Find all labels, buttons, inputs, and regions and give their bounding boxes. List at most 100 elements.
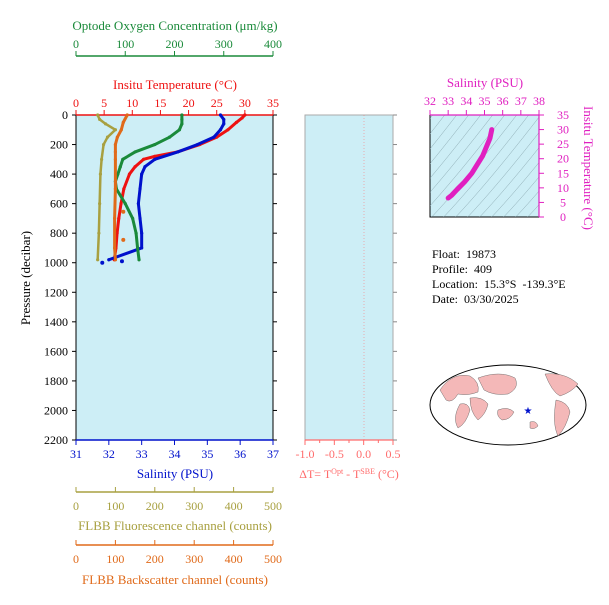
fluorescence-tick-label: 0 (73, 499, 79, 513)
ts-contour-group (430, 95, 609, 227)
info-profile: Profile: 409 (432, 262, 492, 276)
pressure-axis-label: Pressure (decibar) (18, 231, 33, 325)
pressure-tick-label: 1200 (44, 285, 68, 299)
ts-contour-line (515, 190, 539, 217)
temperature-tick-label: 35 (267, 96, 279, 110)
salinity-point (218, 113, 223, 117)
temperature-point (234, 120, 239, 124)
oxygen-point (180, 113, 184, 117)
backscatter-marker (121, 209, 126, 214)
main-panel-background (75, 114, 274, 441)
ts-y-tick-label: 5 (560, 195, 566, 209)
delta-tick-label: 0.5 (386, 447, 401, 461)
ts-y-tick-label: 20 (557, 152, 569, 166)
temperature-point (117, 216, 121, 221)
pressure-tick-label: 1600 (44, 344, 68, 358)
pressure-tick-label: 1800 (44, 374, 68, 388)
ts-point (446, 196, 450, 200)
ts-x-tick-label: 32 (424, 94, 436, 108)
salinity-point (140, 246, 144, 250)
temperature-point (240, 116, 244, 120)
backscatter-point (113, 150, 117, 154)
ts-point (481, 154, 485, 158)
pressure-tick-label: 2000 (44, 403, 68, 417)
oxygen-point (116, 172, 120, 176)
ts-y-tick-label: 30 (557, 123, 569, 137)
delta-tick-label: -0.5 (325, 447, 344, 461)
salinity-tick-label: 37 (267, 447, 279, 461)
backscatter-tick-label: 300 (185, 552, 203, 566)
fluorescence-point (100, 157, 104, 161)
temperature-point (119, 202, 123, 206)
temperature-tick-label: 0 (73, 96, 79, 110)
salinity-point (218, 128, 223, 132)
salinity-tick-label: 32 (103, 447, 115, 461)
ts-contour-line (430, 115, 493, 193)
salinity-point (107, 258, 111, 262)
temperature-point (115, 231, 119, 235)
oxygen-point (180, 122, 184, 126)
delta-tick-label: -1.0 (296, 447, 315, 461)
backscatter-point (119, 128, 123, 132)
ts-point (484, 145, 488, 149)
salinity-point (222, 122, 226, 126)
salinity-point (140, 172, 144, 176)
fluorescence-point (98, 117, 102, 122)
oxygen-tick-label: 100 (116, 37, 134, 51)
ts-profile-line (445, 127, 495, 201)
ts-point (455, 187, 459, 191)
backscatter-tick-label: 0 (73, 552, 79, 566)
temperature-point (153, 154, 157, 158)
ts-contour-line (430, 115, 433, 119)
backscatter-tick-label: 500 (264, 552, 282, 566)
oxygen-point (180, 117, 184, 122)
ts-contour-line (430, 115, 445, 135)
salinity-point (153, 157, 157, 161)
oxygen-tick-label: 400 (264, 37, 282, 51)
temperature-point (133, 165, 137, 169)
fluorescence-point (96, 258, 100, 262)
fluorescence-tick-label: 100 (106, 499, 124, 513)
temperature-tick-label: 20 (183, 96, 195, 110)
fluorescence-point (96, 113, 100, 117)
salinity-point (138, 187, 142, 191)
temperature-point (122, 187, 126, 191)
salinity-point (143, 165, 147, 169)
backscatter-point (113, 258, 117, 262)
oxygen-tick-label: 300 (215, 37, 233, 51)
salinity-point (138, 216, 142, 221)
fluorescence-point (98, 202, 102, 206)
world-map: ★ (429, 364, 587, 446)
salinity-point (176, 150, 180, 154)
oxygen-point (133, 150, 137, 154)
backscatter-point (125, 113, 129, 117)
fluorescence-point (97, 231, 101, 235)
series-layer (96, 113, 495, 265)
backscatter-point (121, 120, 125, 124)
ts-density-contours (430, 95, 609, 227)
pressure-tick-label: 2200 (44, 433, 68, 447)
salinity-marker (100, 260, 105, 265)
oxygen-point (167, 135, 172, 139)
ts-x-tick-label: 35 (479, 94, 491, 108)
temperature-tick-label: 5 (101, 96, 107, 110)
backscatter-point (113, 142, 117, 147)
ts-salinity-label: Salinity (PSU) (447, 75, 523, 90)
salinity-tick-label: 35 (201, 447, 213, 461)
oxygen-point (135, 246, 140, 250)
oxygen-tick-label: 200 (166, 37, 184, 51)
ts-contour-line (542, 95, 609, 227)
ts-x-tick-label: 34 (460, 94, 472, 108)
fluorescence-point (101, 142, 106, 147)
fluorescence-point (105, 135, 110, 139)
pressure-tick-label: 1000 (44, 256, 68, 270)
temperature-point (226, 128, 230, 132)
pressure-tick-label: 400 (50, 167, 68, 181)
pressure-tick-label: 1400 (44, 315, 68, 329)
fluorescence-axis-label: FLBB Fluorescence channel (counts) (78, 518, 272, 533)
ts-y-tick-label: 15 (557, 166, 569, 180)
backscatter-tick-label: 400 (225, 552, 243, 566)
backscatter-point (113, 187, 117, 191)
backscatter-marker (121, 237, 126, 242)
backscatter-point (113, 216, 117, 221)
